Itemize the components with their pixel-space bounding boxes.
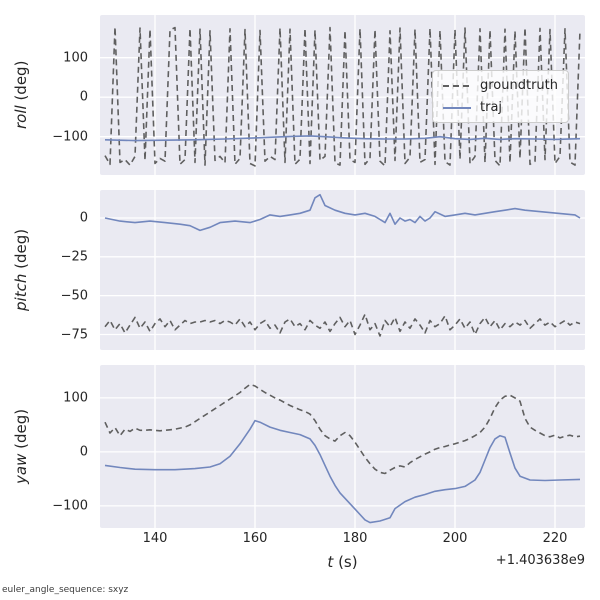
legend: groundtruth traj: [432, 70, 570, 123]
x-tick-label: 220: [542, 531, 568, 546]
y-tick-label: −75: [60, 327, 88, 342]
x-axis-offset-text: +1.403638e9: [495, 553, 585, 568]
legend-item-groundtruth: groundtruth: [443, 78, 558, 93]
y-tick-label: 100: [63, 390, 88, 406]
y-tick-label: 0: [79, 89, 88, 105]
pitch-y-ticks: 0 −25 −50 −75: [40, 190, 94, 350]
pitch-ylabel-unit: (deg): [12, 228, 30, 274]
yaw-ylabel-var: yaw: [12, 453, 30, 485]
roll-ylabel-unit: (deg): [12, 60, 30, 106]
y-tick-label: 0: [79, 210, 88, 226]
yaw-ylabel-unit: (deg): [12, 408, 30, 454]
x-tick-label: 180: [342, 531, 368, 546]
y-tick-label: −100: [52, 129, 88, 145]
x-tick-label: 140: [142, 531, 168, 546]
legend-item-traj: traj: [443, 100, 558, 115]
pitch-plot: [100, 190, 585, 350]
y-tick-label: −25: [60, 249, 88, 265]
pitch-y-axis-label: pitch (deg): [12, 190, 34, 350]
x-ticks: 140 160 180 200 220: [100, 531, 585, 549]
roll-y-axis-label: roll (deg): [12, 15, 34, 175]
legend-label-groundtruth: groundtruth: [480, 78, 559, 93]
x-tick-label: 200: [442, 531, 468, 546]
pitch-ylabel-var: pitch: [12, 273, 30, 312]
yaw-y-ticks: 100 0 −100: [40, 365, 94, 528]
y-tick-label: 0: [79, 444, 88, 460]
xlabel-unit: (s): [333, 553, 358, 571]
y-tick-label: −50: [60, 288, 88, 304]
traj-line-sample-icon: [443, 106, 471, 109]
roll-y-ticks: 100 0 −100: [40, 15, 94, 175]
yaw-plot: [100, 365, 585, 528]
y-tick-label: −100: [52, 498, 88, 514]
y-tick-label: 100: [63, 50, 88, 66]
footer-note: euler_angle_sequence: sxyz: [2, 585, 129, 595]
roll-ylabel-var: roll: [12, 105, 30, 130]
yaw-y-axis-label: yaw (deg): [12, 365, 34, 528]
legend-label-traj: traj: [480, 100, 503, 115]
xlabel-var: t: [327, 553, 334, 571]
x-axis-label: t (s): [100, 553, 585, 571]
x-tick-label: 160: [242, 531, 268, 546]
groundtruth-line-sample-icon: [443, 84, 471, 87]
